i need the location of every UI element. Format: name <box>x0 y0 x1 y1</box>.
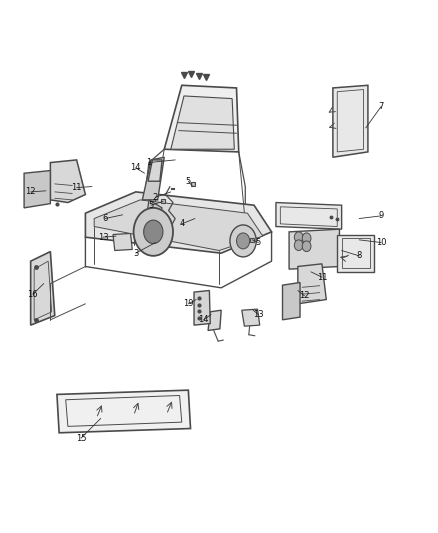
Polygon shape <box>337 235 374 272</box>
Polygon shape <box>24 171 50 208</box>
Circle shape <box>230 225 256 257</box>
Text: 7: 7 <box>378 102 384 111</box>
Polygon shape <box>276 203 342 229</box>
Text: 1: 1 <box>146 158 152 167</box>
Polygon shape <box>148 160 162 181</box>
Polygon shape <box>164 85 239 152</box>
Text: 19: 19 <box>183 300 194 308</box>
Text: 16: 16 <box>28 290 38 298</box>
Text: 13: 13 <box>253 310 264 319</box>
Polygon shape <box>57 390 191 433</box>
Circle shape <box>134 208 173 256</box>
Polygon shape <box>171 96 234 149</box>
Text: 4: 4 <box>179 220 184 228</box>
Text: 5: 5 <box>186 177 191 185</box>
Polygon shape <box>194 290 210 325</box>
Text: 8: 8 <box>357 252 362 260</box>
Text: 14: 14 <box>131 164 141 172</box>
Polygon shape <box>50 160 85 203</box>
Polygon shape <box>289 229 339 269</box>
Text: 2: 2 <box>153 193 158 201</box>
Polygon shape <box>208 310 221 330</box>
Polygon shape <box>113 233 132 251</box>
Text: 3: 3 <box>133 249 138 257</box>
Circle shape <box>294 240 303 251</box>
Polygon shape <box>283 282 300 320</box>
Text: 5: 5 <box>148 201 154 209</box>
Text: 11: 11 <box>71 183 82 192</box>
Text: 12: 12 <box>25 188 36 196</box>
Circle shape <box>237 233 250 249</box>
Polygon shape <box>298 264 326 304</box>
Circle shape <box>302 233 311 244</box>
Text: 14: 14 <box>198 316 209 324</box>
Text: 9: 9 <box>378 212 384 220</box>
Polygon shape <box>333 85 368 157</box>
Circle shape <box>144 220 163 244</box>
Text: 13: 13 <box>98 233 108 241</box>
Text: 11: 11 <box>317 273 327 281</box>
Polygon shape <box>31 252 55 325</box>
Polygon shape <box>147 200 162 224</box>
Text: 15: 15 <box>76 434 86 442</box>
Polygon shape <box>85 192 272 253</box>
Polygon shape <box>242 309 260 326</box>
Circle shape <box>302 241 311 252</box>
Text: 10: 10 <box>376 238 386 247</box>
Polygon shape <box>142 157 164 200</box>
Text: 5: 5 <box>256 238 261 247</box>
Polygon shape <box>94 200 263 251</box>
Text: 12: 12 <box>299 292 310 300</box>
Circle shape <box>294 232 303 243</box>
Text: 6: 6 <box>102 214 108 223</box>
